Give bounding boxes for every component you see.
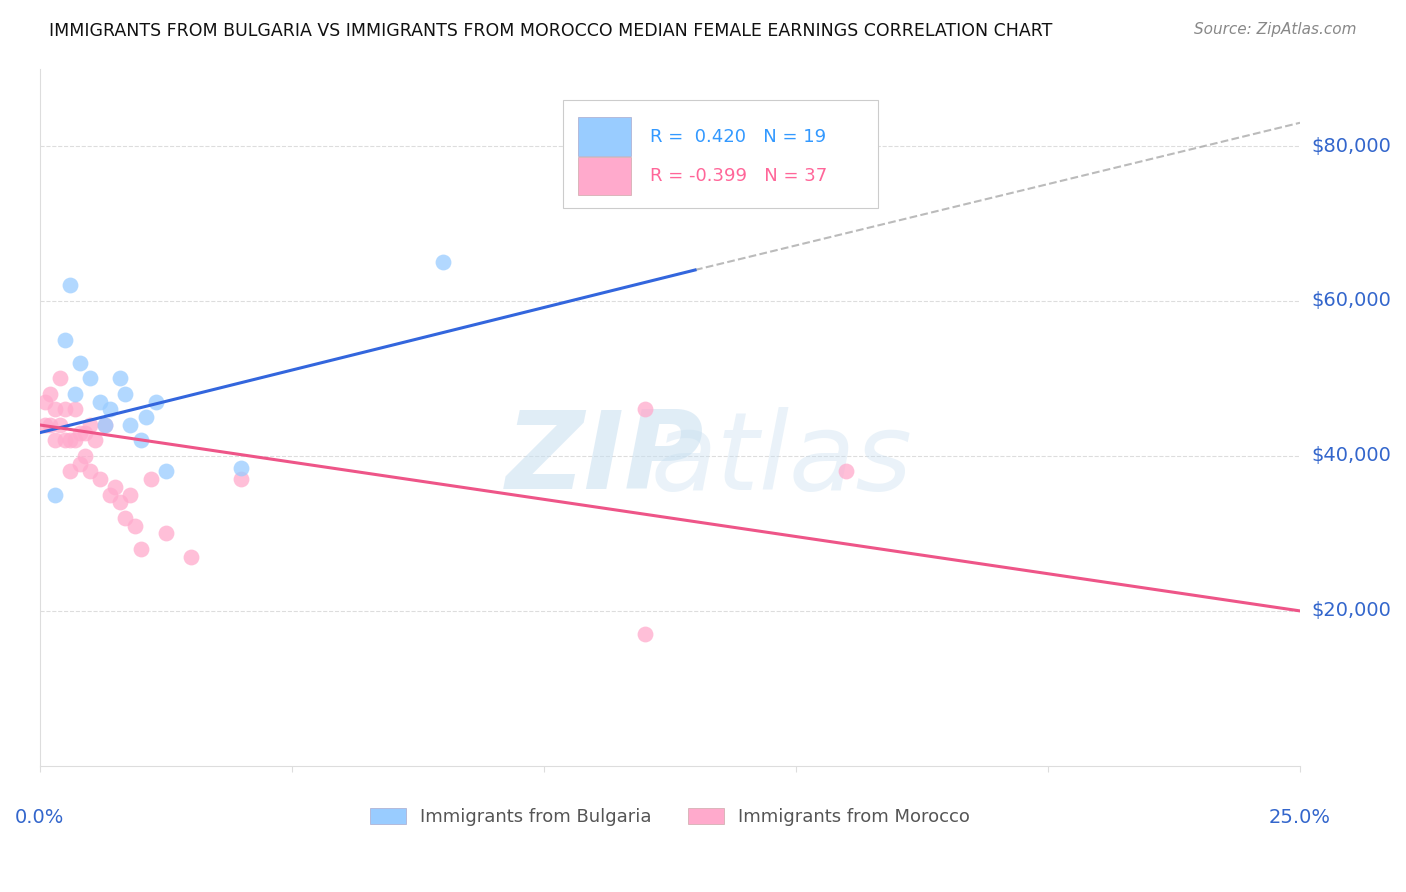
FancyBboxPatch shape <box>578 118 631 156</box>
Text: R =  0.420   N = 19: R = 0.420 N = 19 <box>650 128 825 145</box>
Text: $60,000: $60,000 <box>1312 292 1391 310</box>
Point <box>98 402 121 417</box>
Point <box>79 417 101 432</box>
Point <box>53 434 76 448</box>
Text: ZIP: ZIP <box>506 406 704 512</box>
Text: IMMIGRANTS FROM BULGARIA VS IMMIGRANTS FROM MOROCCO MEDIAN FEMALE EARNINGS CORRE: IMMIGRANTS FROM BULGARIA VS IMMIGRANTS F… <box>49 22 1053 40</box>
Point <box>89 472 111 486</box>
Point <box>683 193 706 207</box>
Text: 25.0%: 25.0% <box>1270 808 1331 828</box>
Text: $40,000: $40,000 <box>1312 446 1391 466</box>
Point <box>145 394 167 409</box>
Text: Source: ZipAtlas.com: Source: ZipAtlas.com <box>1194 22 1357 37</box>
Point <box>79 465 101 479</box>
Point <box>135 410 157 425</box>
Point <box>38 417 60 432</box>
Legend: Immigrants from Bulgaria, Immigrants from Morocco: Immigrants from Bulgaria, Immigrants fro… <box>363 801 977 833</box>
Point <box>94 417 117 432</box>
Point <box>73 449 96 463</box>
FancyBboxPatch shape <box>578 157 631 195</box>
Text: atlas: atlas <box>651 407 912 511</box>
Point <box>120 488 142 502</box>
FancyBboxPatch shape <box>562 100 877 208</box>
Point <box>231 472 253 486</box>
Point <box>69 356 91 370</box>
Point <box>633 402 655 417</box>
Point <box>49 417 72 432</box>
Point <box>34 417 56 432</box>
Point <box>120 417 142 432</box>
Point <box>124 518 146 533</box>
Point <box>44 402 66 417</box>
Point <box>59 434 82 448</box>
Point <box>104 480 127 494</box>
Point <box>59 465 82 479</box>
Point <box>44 434 66 448</box>
Point <box>155 465 177 479</box>
Point <box>114 387 136 401</box>
Point <box>110 495 132 509</box>
Point <box>432 255 454 269</box>
Point <box>53 333 76 347</box>
Point <box>34 394 56 409</box>
Point <box>84 434 107 448</box>
Point <box>53 402 76 417</box>
Point <box>69 457 91 471</box>
Point <box>63 434 86 448</box>
Point <box>835 465 858 479</box>
Point <box>44 488 66 502</box>
Point <box>231 460 253 475</box>
Point <box>69 425 91 440</box>
Point <box>63 387 86 401</box>
Text: $80,000: $80,000 <box>1312 136 1391 155</box>
Point <box>155 526 177 541</box>
Point <box>38 387 60 401</box>
Point <box>73 425 96 440</box>
Point <box>114 511 136 525</box>
Point <box>94 417 117 432</box>
Point <box>89 394 111 409</box>
Point <box>633 627 655 641</box>
Point <box>180 549 202 564</box>
Point <box>129 541 152 556</box>
Point <box>63 402 86 417</box>
Text: $20,000: $20,000 <box>1312 601 1391 621</box>
Text: R = -0.399   N = 37: R = -0.399 N = 37 <box>650 168 827 186</box>
Point <box>98 488 121 502</box>
Point <box>79 371 101 385</box>
Point <box>139 472 162 486</box>
Point <box>59 278 82 293</box>
Point <box>49 371 72 385</box>
Point <box>129 434 152 448</box>
Point <box>110 371 132 385</box>
Text: 0.0%: 0.0% <box>15 808 65 828</box>
